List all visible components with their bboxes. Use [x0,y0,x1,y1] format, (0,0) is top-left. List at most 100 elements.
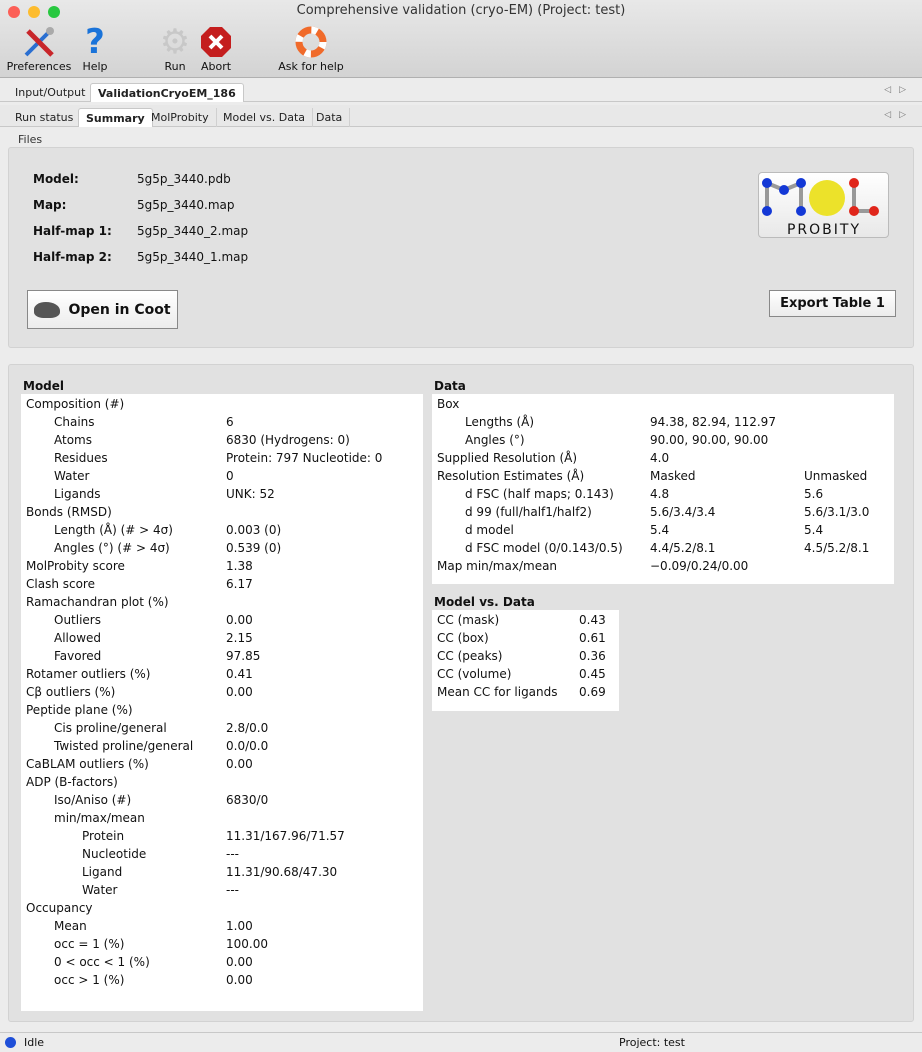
row-value: --- [226,847,239,861]
tab-run-status[interactable]: Run status [8,108,82,127]
tab-molprobity[interactable]: MolProbity [144,108,217,127]
row-value: 6830 (Hydrogens: 0) [226,433,350,447]
tab-scroll-arrows[interactable]: ◁▷ [884,85,914,95]
row-value-masked: 5.4 [650,523,670,537]
file-label: Model: [33,172,79,186]
row-label: min/max/mean [54,811,145,825]
row-value: 100.00 [226,937,268,951]
row-value: 11.31/90.68/47.30 [226,865,338,879]
row-value-masked: 4.0 [650,451,670,465]
row-value-masked: 90.00, 90.00, 90.00 [650,433,769,447]
model-table: Composition (#) Chains 6 Atoms 6830 (Hydroge… [21,394,423,1011]
question-icon: ? [85,22,105,62]
status-text: Idle [24,1036,45,1049]
ask-for-help-button[interactable]: Ask for help [276,24,346,73]
row-value: 0.61 [579,631,606,645]
row-label: Mean CC for ligands [437,685,558,699]
row-value-unmasked: 4.5/5.2/8.1 [804,541,870,555]
file-row-half-map-1: Half-map 1: 5g5p_3440_2.map [33,224,248,238]
run-button[interactable]: ⚙ Run [159,22,191,73]
tab-model-vs-data[interactable]: Model vs. Data [216,108,314,127]
status-bar: Idle Project: test [0,1032,922,1051]
row-label: Water [82,883,118,897]
row-label: Box [437,397,460,411]
row-value: 0.539 (0) [226,541,282,555]
zoom-window-button[interactable] [48,6,60,18]
row-label: d model [465,523,514,537]
row-label: Clash score [26,577,95,591]
row-label: Favored [54,649,102,663]
row-label: CC (volume) [437,667,512,681]
files-heading: Files [18,133,43,146]
row-label: Ligands [54,487,101,501]
data-heading: Data [434,379,466,393]
file-row-model: Model: 5g5p_3440.pdb [33,172,231,186]
subtab-scroll-arrows[interactable]: ◁▷ [884,110,914,120]
gear-icon: ⚙ [159,22,191,62]
file-row-map: Map: 5g5p_3440.map [33,198,235,212]
row-label: Angles (°) (# > 4σ) [54,541,170,555]
status-indicator-icon [5,1037,16,1048]
top-tab-bar: Input/Output ValidationCryoEM_186 ◁▷ [0,80,922,102]
row-value: 11.31/167.96/71.57 [226,829,345,843]
title-bar: Comprehensive validation (cryo-EM) (Proj… [0,0,922,78]
row-value: 0.00 [226,955,253,969]
row-value: 0.003 (0) [226,523,282,537]
row-value: 6.17 [226,577,253,591]
row-value: 0.0/0.0 [226,739,269,753]
row-label: Lengths (Å) [465,415,535,429]
window-title: Comprehensive validation (cryo-EM) (Proj… [296,3,626,18]
tab-validation-job[interactable]: ValidationCryoEM_186 [90,83,244,102]
minimize-window-button[interactable] [28,6,40,18]
files-panel: Model: 5g5p_3440.pdb Map: 5g5p_3440.map Ha… [8,147,914,348]
row-label: Allowed [54,631,102,645]
close-window-button[interactable] [8,6,20,18]
open-in-coot-button[interactable]: Open in Coot [27,290,178,329]
row-label: MolProbity score [26,559,125,573]
row-value: 0.00 [226,613,253,627]
row-value-masked: 5.6/3.4/3.4 [650,505,716,519]
preferences-button[interactable]: Preferences [6,24,72,73]
row-label: Ramachandran plot (%) [26,595,169,609]
row-value: 2.15 [226,631,253,645]
file-label: Half-map 2: [33,250,112,264]
model-vs-data-table: CC (mask) 0.43 CC (box) 0.61 CC (peaks) 0.36 C… [432,610,619,711]
row-label: occ > 1 (%) [54,973,125,987]
row-value: 1.00 [226,919,253,933]
row-value: Protein: 797 Nucleotide: 0 [226,451,383,465]
file-label: Map: [33,198,67,212]
file-row-half-map-2: Half-map 2: 5g5p_3440_1.map [33,250,248,264]
tab-summary[interactable]: Summary [78,108,153,127]
data-table: Box Lengths (Å) 94.38, 82.94, 112.97 Angles… [432,394,894,584]
help-button[interactable]: ? Help [78,22,112,73]
row-label: Ligand [82,865,123,879]
abort-button[interactable]: Abort [196,24,236,73]
model-heading: Model [23,379,65,393]
row-label: Bonds (RMSD) [26,505,112,519]
row-label: CC (mask) [437,613,500,627]
row-label: Map min/max/mean [437,559,558,573]
row-value: 0.00 [226,973,253,987]
row-value-masked: 94.38, 82.94, 112.97 [650,415,776,429]
status-project: Project: test [619,1036,685,1049]
row-label: CC (peaks) [437,649,503,663]
row-label: Peptide plane (%) [26,703,133,717]
row-value-masked: Masked [650,469,696,483]
row-label: Iso/Aniso (#) [54,793,132,807]
file-label: Half-map 1: [33,224,112,238]
row-value-unmasked: 5.6/3.1/3.0 [804,505,870,519]
row-label: Cβ outliers (%) [26,685,116,699]
row-label: d FSC model (0/0.143/0.5) [465,541,623,555]
row-value: 0.00 [226,685,253,699]
export-table-button[interactable]: Export Table 1 [769,290,896,317]
row-label: d 99 (full/half1/half2) [465,505,592,519]
row-label: 0 < occ < 1 (%) [54,955,150,969]
abort-icon [196,24,236,60]
model-vs-data-heading: Model vs. Data [434,595,535,609]
row-value-masked: 4.4/5.2/8.1 [650,541,716,555]
tab-input-output[interactable]: Input/Output [8,83,94,102]
row-label: Atoms [54,433,92,447]
summary-panel: Model Composition (#) Chains 6 Atoms 6830 (H… [8,364,914,1022]
tab-data[interactable]: Data [309,108,351,127]
row-label: CC (box) [437,631,489,645]
